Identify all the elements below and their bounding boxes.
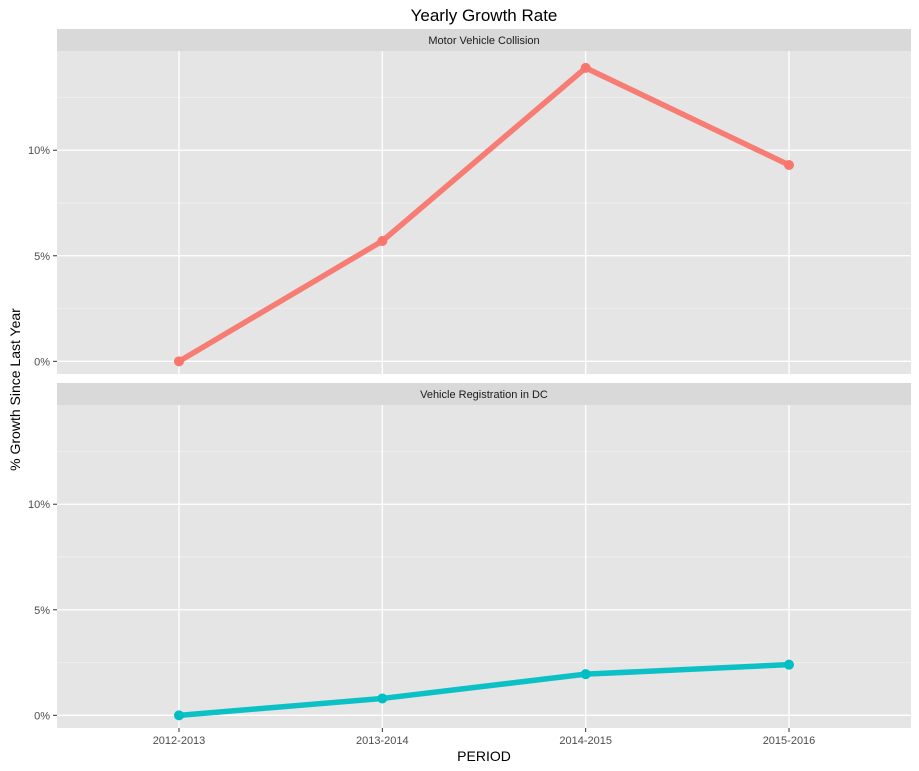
facet-strip	[57, 383, 911, 405]
facet-strip	[57, 29, 911, 51]
facet-panel: Motor Vehicle Collision 0% 5% 10%	[28, 29, 911, 374]
panel-background	[57, 51, 911, 374]
y-axis-title: % Growth Since Last Year	[7, 308, 23, 471]
data-point	[377, 693, 388, 704]
data-point	[174, 356, 184, 367]
data-point	[784, 160, 794, 170]
facet-strip-label: Vehicle Registration in DC	[420, 389, 548, 401]
x-tick-label: 2013-2014	[356, 735, 409, 747]
facet-panel: Vehicle Registration in DC 0% 5% 10% 2012-20…	[28, 383, 911, 747]
data-point	[784, 659, 794, 670]
series-line	[178, 661, 790, 719]
data-point	[580, 62, 591, 73]
x-tick-label: 2014-2015	[559, 735, 612, 747]
y-tick-label: 5%	[34, 251, 50, 263]
x-tick-label: 2012-2013	[153, 735, 206, 747]
panel-background	[57, 405, 911, 728]
y-tick-label: 10%	[28, 145, 50, 157]
x-tick-label: 2015-2016	[763, 735, 816, 747]
series-line	[177, 65, 791, 364]
data-point	[580, 669, 591, 680]
facet-strip-label: Motor Vehicle Collision	[428, 35, 539, 47]
y-tick-label: 5%	[34, 605, 50, 617]
x-axis-title: PERIOD	[457, 748, 511, 764]
y-tick-label: 0%	[34, 710, 50, 722]
y-tick-label: 0%	[34, 356, 50, 368]
chart-title: Yearly Growth Rate	[411, 6, 558, 25]
data-point	[377, 236, 388, 246]
data-point	[174, 710, 184, 721]
y-tick-label: 10%	[28, 499, 50, 511]
